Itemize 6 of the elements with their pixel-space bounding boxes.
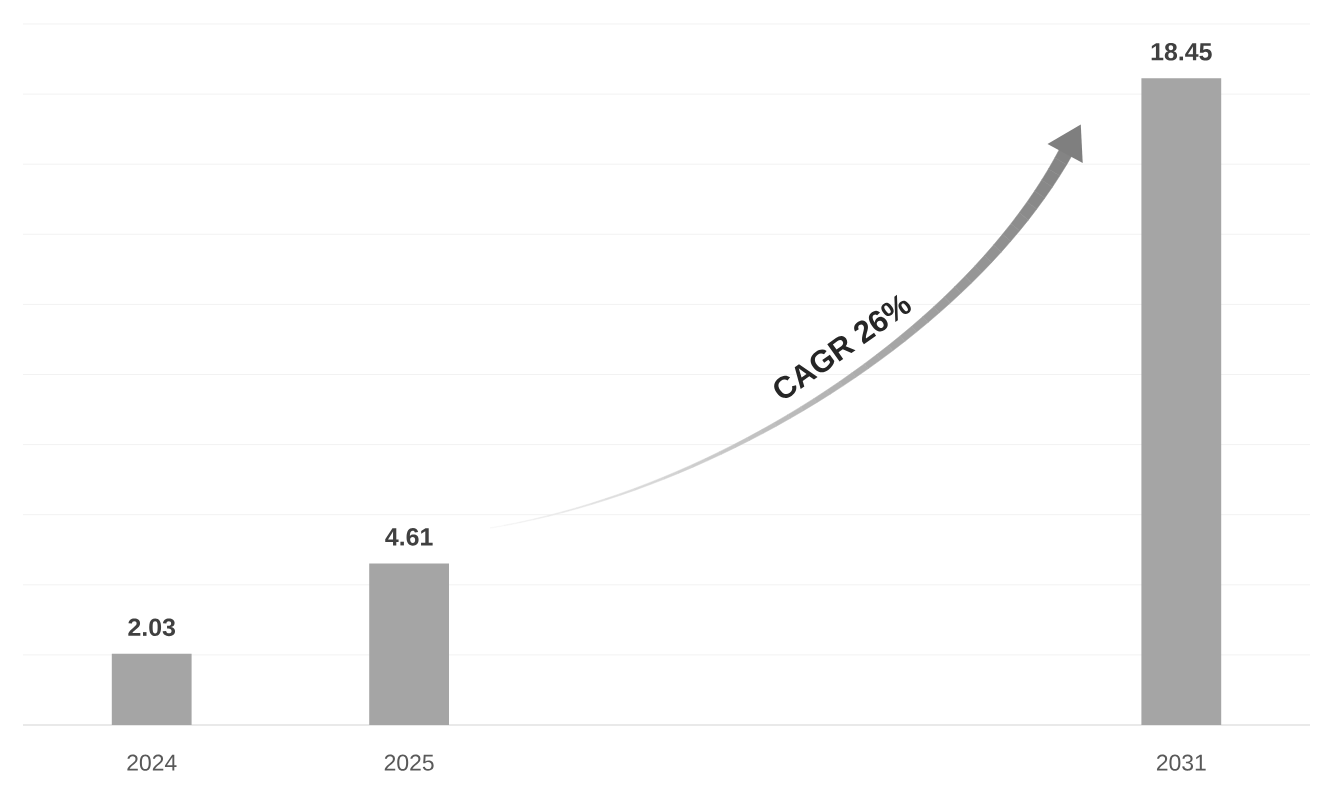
x-tick-label: 2031 (1156, 754, 1206, 771)
data-label: 18.45 (1151, 42, 1212, 61)
data-label: 2.03 (128, 618, 176, 637)
data-label: 4.61 (385, 528, 433, 546)
x-tick-label: 2024 (127, 754, 177, 771)
x-tick-label: 2025 (384, 754, 434, 771)
